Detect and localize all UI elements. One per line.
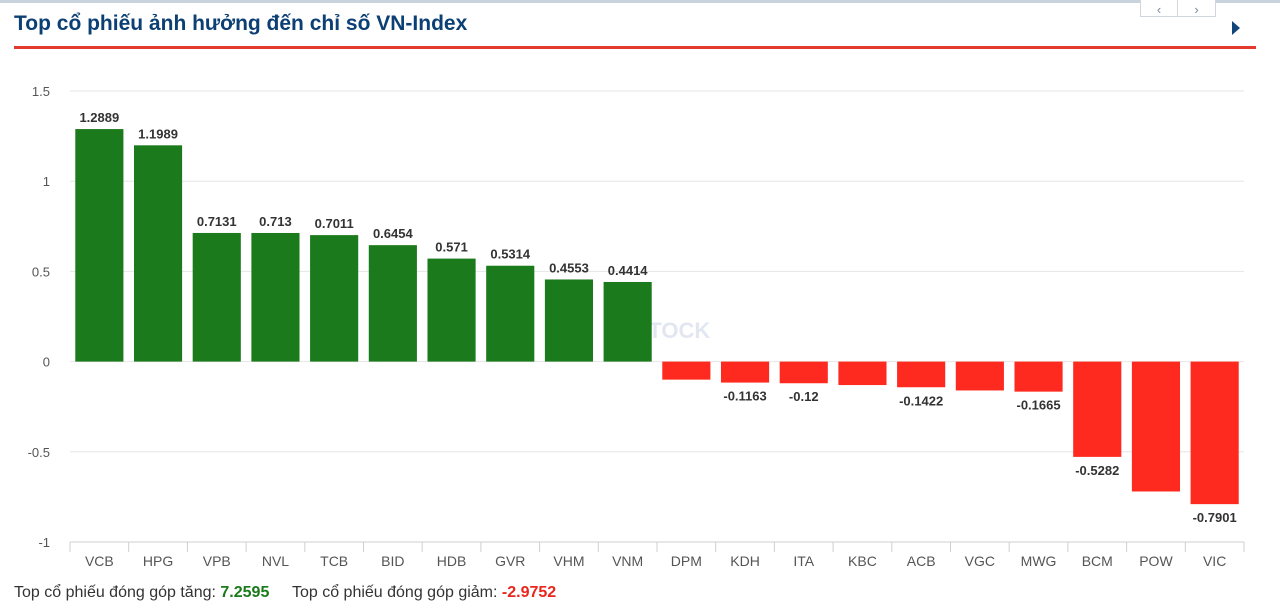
x-tick-label: VGC	[965, 553, 995, 569]
data-label: 1.1989	[138, 126, 178, 141]
data-label: -0.1163	[723, 389, 766, 404]
y-tick-label: 0.5	[32, 264, 50, 279]
data-label: 0.4414	[608, 263, 649, 278]
footer-down-value: -2.9752	[501, 584, 557, 601]
y-tick-label: 1	[43, 174, 50, 189]
bar-kbc	[838, 361, 887, 386]
x-tick-label: POW	[1139, 553, 1173, 569]
data-label: -0.12	[789, 389, 819, 404]
x-tick-label: VIC	[1203, 553, 1226, 569]
contribution-bar-chart: 1.510.50-0.5-1STOCKVCB1.2889HPG1.1989VPB…	[28, 84, 1245, 569]
x-tick-label: BID	[381, 553, 404, 569]
x-tick-label: VNM	[612, 553, 643, 569]
bar-pow	[1131, 361, 1181, 492]
x-tick-label: NVL	[262, 553, 289, 569]
data-label: -0.5282	[1075, 463, 1119, 478]
data-label: -0.1665	[1017, 398, 1061, 413]
data-label: 0.7011	[315, 216, 354, 231]
bar-gvr	[486, 265, 535, 362]
x-tick-label: VCB	[85, 553, 114, 569]
bar-ita	[779, 361, 828, 384]
prev-button[interactable]: ‹	[1140, 0, 1178, 17]
data-label: -0.1422	[899, 393, 943, 408]
data-label: 0.571	[435, 240, 468, 255]
top-border	[0, 0, 1280, 3]
pager-buttons: ‹ ›	[1140, 0, 1218, 18]
bar-dpm	[662, 361, 711, 380]
y-tick-label: -0.5	[28, 445, 50, 460]
y-tick-label: 0	[43, 355, 50, 370]
x-tick-label: BCM	[1082, 553, 1113, 569]
bar-kdh	[720, 361, 770, 383]
x-tick-label: KDH	[730, 553, 760, 569]
x-tick-label: TCB	[320, 553, 348, 569]
x-tick-label: DPM	[671, 553, 702, 569]
bar-bid	[368, 245, 417, 362]
x-tick-label: ACB	[907, 553, 936, 569]
data-label: 0.713	[259, 214, 292, 229]
bar-vpb	[192, 232, 241, 362]
footer-up-value: 7.2595	[220, 584, 270, 601]
x-tick-label: ITA	[793, 553, 814, 569]
x-tick-label: VHM	[553, 553, 584, 569]
bar-tcb	[310, 235, 359, 362]
bar-vic	[1190, 361, 1239, 505]
data-label: 0.4553	[549, 260, 589, 275]
footer-down-label: Top cổ phiếu đóng góp giảm:	[291, 584, 498, 601]
bar-acb	[897, 361, 946, 388]
bar-vgc	[955, 361, 1004, 391]
bar-bcm	[1073, 361, 1122, 457]
data-label: 1.2889	[79, 110, 119, 125]
x-tick-label: HPG	[143, 553, 173, 569]
x-tick-label: VPB	[203, 553, 231, 569]
triangle-right-icon[interactable]	[1232, 21, 1240, 35]
y-tick-label: 1.5	[32, 84, 50, 99]
bar-hpg	[133, 145, 183, 362]
data-label: 0.6454	[373, 226, 414, 241]
page-title: Top cổ phiếu ảnh hưởng đến chỉ số VN-Ind…	[14, 12, 468, 35]
x-tick-label: GVR	[495, 553, 525, 569]
chevron-left-icon: ‹	[1156, 2, 1162, 17]
bar-vcb	[75, 129, 124, 362]
x-tick-label: KBC	[848, 553, 877, 569]
bar-hdb	[427, 258, 476, 362]
next-button[interactable]: ›	[1178, 0, 1216, 17]
title-divider	[14, 46, 1256, 49]
chevron-right-icon: ›	[1194, 2, 1199, 17]
bar-vnm	[603, 281, 652, 362]
data-label: 0.5314	[490, 247, 531, 262]
footer-up-label: Top cổ phiếu đóng góp tăng:	[14, 584, 216, 601]
y-tick-label: -1	[38, 535, 50, 550]
data-label: -0.7901	[1193, 510, 1237, 525]
footer-summary: Top cổ phiếu đóng góp tăng: 7.2595 Top c…	[14, 584, 556, 602]
bar-vhm	[544, 279, 594, 362]
x-tick-label: MWG	[1021, 553, 1057, 569]
x-tick-label: HDB	[437, 553, 467, 569]
bar-mwg	[1014, 361, 1063, 392]
data-label: 0.7131	[197, 214, 237, 229]
bar-nvl	[251, 232, 300, 362]
